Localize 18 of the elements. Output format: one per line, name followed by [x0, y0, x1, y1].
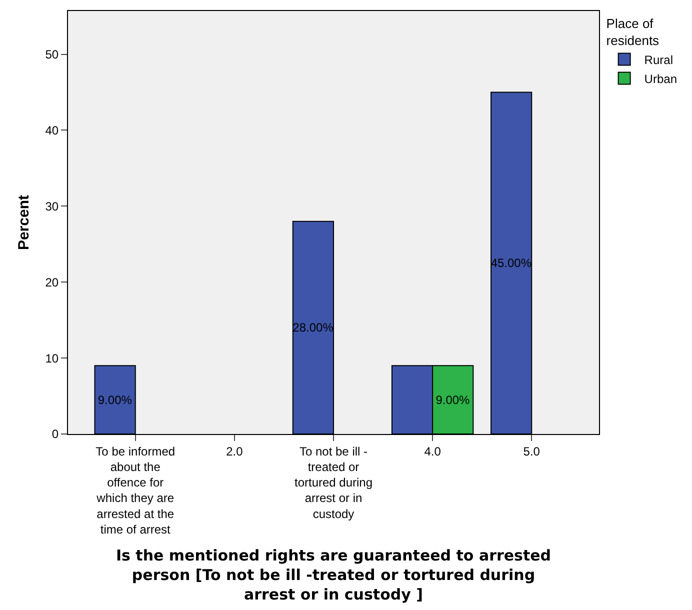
y-tick-label: 10	[45, 351, 59, 366]
x-tick-label: To be informed about the offence for which they are arrested at the time of arrest	[96, 444, 176, 536]
legend-label: Rural	[644, 52, 673, 67]
data-label: 9.00%	[436, 392, 470, 407]
x-axis-title: Is the mentioned rights are guaranteed to arrested person [To not be ill -treated or tortured during arrest or in custody ]	[116, 546, 552, 604]
y-axis-title: Percent	[15, 194, 32, 250]
legend-label: Urban	[644, 72, 677, 86]
legend-title: Place of residents	[606, 16, 660, 48]
y-tick-label: 20	[45, 275, 59, 290]
x-tick-label: To not be ill - treated or tortured during arrest or in custody	[294, 444, 373, 521]
y-tick-label: 50	[45, 47, 59, 62]
y-tick-label: 30	[45, 199, 59, 214]
y-tick-label: 40	[45, 123, 59, 138]
x-tick-label: 4.0	[424, 444, 442, 458]
x-tick-label: 2.0	[226, 444, 244, 458]
x-tick-label: 5.0	[523, 444, 540, 458]
y-tick-label: 0	[52, 427, 59, 442]
data-label: 9.00%	[98, 392, 132, 407]
